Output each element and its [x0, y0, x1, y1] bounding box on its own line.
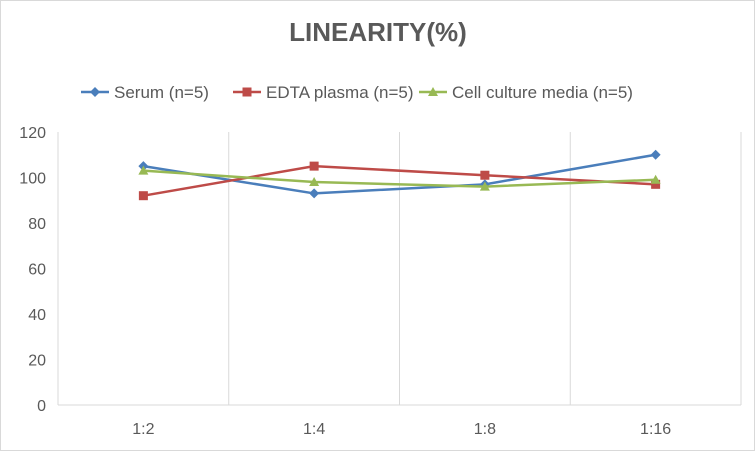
- data-point: [480, 170, 490, 180]
- x-tick-label: 1:8: [474, 421, 496, 438]
- chart-title: LINEARITY(%): [289, 17, 467, 47]
- data-point: [479, 181, 490, 191]
- data-point: [138, 191, 148, 201]
- y-tick-label: 20: [28, 353, 46, 370]
- x-tick-label: 1:2: [132, 421, 154, 438]
- x-tick-label: 1:16: [640, 421, 671, 438]
- legend-marker: [90, 87, 100, 97]
- data-point: [650, 149, 661, 160]
- y-tick-label: 80: [28, 216, 46, 233]
- y-tick-label: 120: [19, 125, 46, 142]
- y-tick-label: 100: [19, 171, 46, 188]
- legend-marker: [242, 87, 252, 97]
- y-tick-label: 60: [28, 262, 46, 279]
- legend-label: Serum (n=5): [114, 83, 209, 102]
- data-point: [309, 161, 319, 171]
- data-point: [651, 179, 661, 189]
- series-line: [143, 164, 656, 197]
- y-tick-label: 40: [28, 307, 46, 324]
- data-point: [650, 174, 661, 184]
- legend-marker: [428, 87, 438, 96]
- data-point: [309, 177, 320, 187]
- data-point: [138, 165, 149, 175]
- x-tick-label: 1:4: [303, 421, 325, 438]
- data-point: [309, 188, 320, 199]
- series-line: [143, 169, 656, 188]
- legend-label: EDTA plasma (n=5): [266, 83, 414, 102]
- legend-label: Cell culture media (n=5): [452, 83, 633, 102]
- y-tick-label: 0: [37, 398, 46, 415]
